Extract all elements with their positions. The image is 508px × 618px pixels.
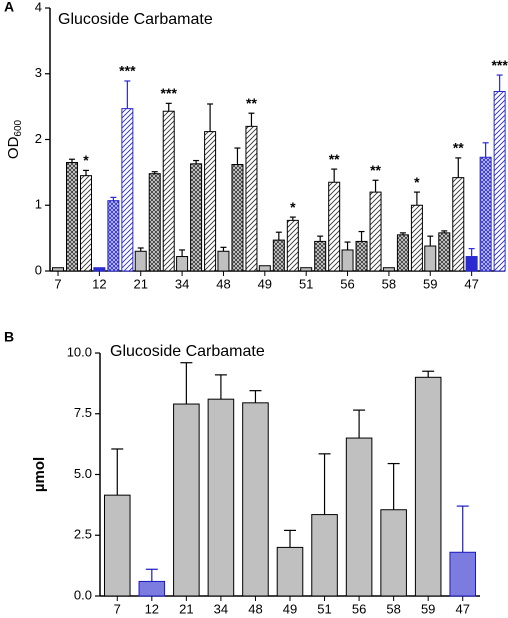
x-tick-label: 59 xyxy=(423,276,437,291)
x-tick-label: 48 xyxy=(216,276,230,291)
bar xyxy=(52,267,64,272)
x-tick-label: 47 xyxy=(455,601,469,616)
x-tick-label: 21 xyxy=(179,601,193,616)
bar xyxy=(286,219,299,272)
bar xyxy=(311,514,338,597)
bar xyxy=(452,177,465,272)
bar xyxy=(134,250,147,272)
chart-title: Glucoside Carbamate xyxy=(58,11,213,28)
bar xyxy=(93,267,106,272)
bar xyxy=(414,376,442,597)
panel-letter: B xyxy=(4,329,14,345)
x-tick-label: 12 xyxy=(145,601,159,616)
bar xyxy=(162,110,175,272)
bar xyxy=(369,191,382,272)
y-tick-label: 5.0 xyxy=(74,466,92,481)
bar xyxy=(217,250,230,272)
bar xyxy=(345,437,373,597)
bar xyxy=(300,267,313,272)
x-tick-label: 34 xyxy=(175,276,189,291)
bar xyxy=(355,240,368,272)
significance-label: * xyxy=(83,152,89,168)
bar xyxy=(173,403,200,597)
bar xyxy=(380,509,407,597)
x-tick-label: 7 xyxy=(54,276,61,291)
bar xyxy=(148,173,161,272)
significance-label: ** xyxy=(453,140,464,156)
x-tick-label: 12 xyxy=(92,276,106,291)
y-tick-label: 0.0 xyxy=(74,587,92,602)
y-axis-label: OD600 xyxy=(5,119,24,159)
x-tick-label: 56 xyxy=(340,276,354,291)
bar xyxy=(449,551,477,597)
bar xyxy=(396,234,409,272)
y-axis-label: µmol xyxy=(31,457,48,492)
x-tick-label: 49 xyxy=(283,601,297,616)
x-tick-label: 21 xyxy=(133,276,147,291)
y-tick-label: 2.5 xyxy=(74,527,92,542)
x-tick-label: 56 xyxy=(352,601,366,616)
bar xyxy=(121,108,134,272)
bar xyxy=(493,91,506,272)
significance-label: ** xyxy=(329,151,340,167)
y-axis-label-main: OD xyxy=(5,136,22,159)
significance-label: ** xyxy=(370,162,381,178)
bar xyxy=(479,156,492,272)
significance-label: *** xyxy=(161,85,178,101)
bar xyxy=(138,580,166,597)
x-tick-label: 34 xyxy=(214,601,228,616)
bar xyxy=(328,181,341,272)
significance-label: ** xyxy=(246,95,257,111)
bar xyxy=(438,232,451,272)
y-tick-label: 2 xyxy=(35,131,42,146)
bar xyxy=(242,402,269,597)
x-tick-label: 58 xyxy=(386,601,400,616)
bar xyxy=(107,200,120,272)
bar xyxy=(176,256,189,272)
y-axis-label-sub: 600 xyxy=(13,119,24,136)
significance-label: *** xyxy=(491,57,508,73)
bar xyxy=(410,204,423,272)
bar xyxy=(276,546,304,597)
bar xyxy=(190,163,203,272)
y-tick-label: 1 xyxy=(35,197,42,212)
bar xyxy=(245,125,258,272)
bar xyxy=(258,265,271,272)
x-tick-label: 58 xyxy=(382,276,396,291)
x-tick-label: 51 xyxy=(299,276,313,291)
x-tick-label: 48 xyxy=(248,601,262,616)
x-tick-label: 47 xyxy=(464,276,478,291)
bar xyxy=(465,256,478,272)
y-tick-label: 7.5 xyxy=(74,405,92,420)
significance-label: * xyxy=(290,199,296,215)
significance-label: *** xyxy=(119,63,136,79)
bar xyxy=(80,175,92,272)
y-tick-label: 10.0 xyxy=(67,344,92,359)
bar xyxy=(231,163,244,272)
y-tick-label: 0 xyxy=(35,262,42,277)
x-tick-label: 51 xyxy=(317,601,331,616)
bar xyxy=(204,131,217,272)
significance-label: * xyxy=(414,174,420,190)
bar xyxy=(314,240,327,272)
bar xyxy=(103,494,131,597)
y-tick-label: 4 xyxy=(35,0,42,14)
x-tick-label: 49 xyxy=(258,276,272,291)
panel-letter: A xyxy=(4,0,14,15)
bar xyxy=(207,398,235,597)
x-tick-label: 59 xyxy=(421,601,435,616)
bar xyxy=(341,249,354,272)
bar xyxy=(382,267,395,272)
bar xyxy=(424,245,437,272)
bar xyxy=(272,239,285,272)
y-axis-label-main: µmol xyxy=(31,457,48,492)
y-tick-label: 3 xyxy=(35,65,42,80)
x-tick-label: 7 xyxy=(114,601,121,616)
chart-title: Glucoside Carbamate xyxy=(110,343,265,360)
bar xyxy=(66,162,78,272)
